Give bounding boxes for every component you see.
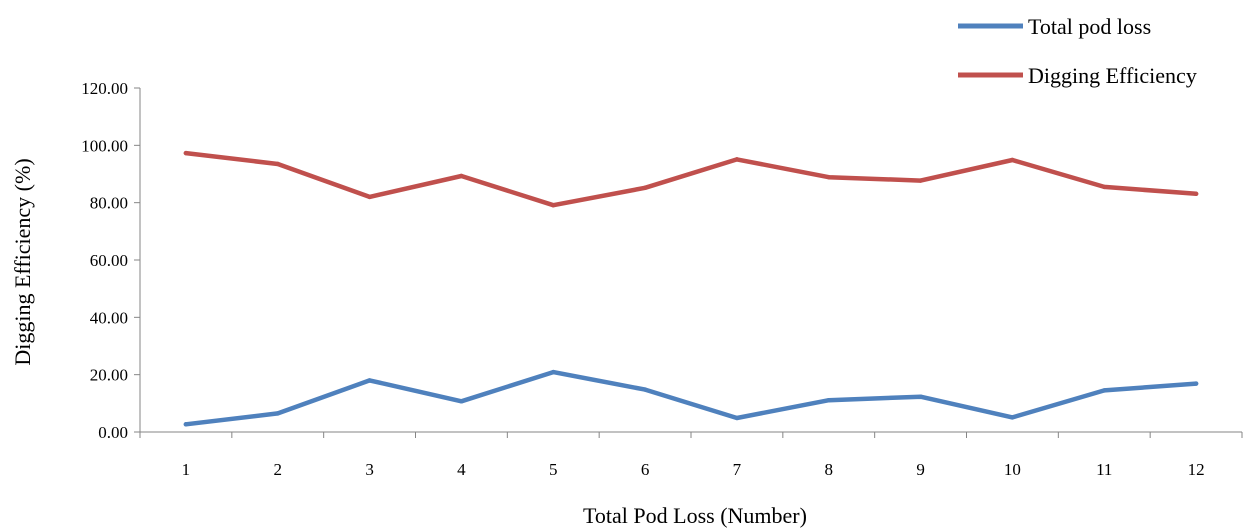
legend-label-total-pod-loss: Total pod loss [1028, 14, 1151, 39]
x-tick-label: 6 [641, 460, 650, 479]
x-tick-label: 9 [916, 460, 925, 479]
data-point-digging-efficiency [918, 178, 923, 183]
data-point-digging-efficiency [642, 185, 648, 190]
x-tick-label: 4 [457, 460, 466, 479]
data-point-digging-efficiency [183, 150, 189, 156]
data-point-digging-efficiency [1193, 191, 1199, 196]
data-point-digging-efficiency [1010, 157, 1015, 163]
legend-label-digging-efficiency: Digging Efficiency [1028, 63, 1197, 88]
x-axis-title: Total Pod Loss (Number) [583, 503, 807, 528]
data-point-total-pod-loss [459, 399, 464, 404]
data-point-digging-efficiency [367, 194, 372, 200]
x-tick-label: 12 [1188, 460, 1205, 479]
data-point-total-pod-loss [367, 378, 372, 383]
data-point-total-pod-loss [918, 394, 923, 399]
x-tick-label: 2 [274, 460, 283, 479]
y-tick-label: 0.00 [98, 423, 128, 442]
x-tick-label: 7 [733, 460, 742, 479]
x-tick-label: 8 [825, 460, 834, 479]
x-tick-label: 5 [549, 460, 558, 479]
data-point-total-pod-loss [642, 387, 648, 392]
series-line-total-pod-loss [183, 369, 1199, 427]
y-axis-title: Digging Efficiency (%) [10, 158, 35, 365]
data-point-digging-efficiency [1102, 184, 1107, 190]
y-tick-label: 100.00 [81, 136, 128, 155]
legend: Total pod loss Digging Efficiency [958, 14, 1197, 88]
y-tick-label: 40.00 [90, 308, 128, 327]
data-point-digging-efficiency [734, 157, 740, 162]
data-point-total-pod-loss [1010, 415, 1015, 420]
series-layer [183, 150, 1199, 427]
data-point-digging-efficiency [551, 203, 556, 208]
series-line-digging-efficiency [183, 150, 1199, 208]
data-point-total-pod-loss [1102, 388, 1107, 393]
x-tick-label: 1 [182, 460, 191, 479]
data-point-total-pod-loss [1193, 381, 1199, 386]
data-point-total-pod-loss [734, 415, 740, 421]
x-tick-label: 3 [365, 460, 374, 479]
x-tick-label: 11 [1096, 460, 1112, 479]
y-tick-label: 120.00 [81, 79, 128, 98]
data-point-digging-efficiency [275, 161, 280, 167]
data-point-total-pod-loss [275, 411, 280, 416]
y-tick-label: 80.00 [90, 194, 128, 213]
data-point-digging-efficiency [826, 174, 831, 180]
data-point-total-pod-loss [183, 422, 189, 427]
data-point-digging-efficiency [459, 173, 464, 179]
data-point-total-pod-loss [551, 369, 556, 375]
x-tick-label: 10 [1004, 460, 1021, 479]
y-tick-label: 20.00 [90, 366, 128, 385]
data-point-total-pod-loss [826, 397, 831, 403]
y-tick-label: 60.00 [90, 251, 128, 270]
